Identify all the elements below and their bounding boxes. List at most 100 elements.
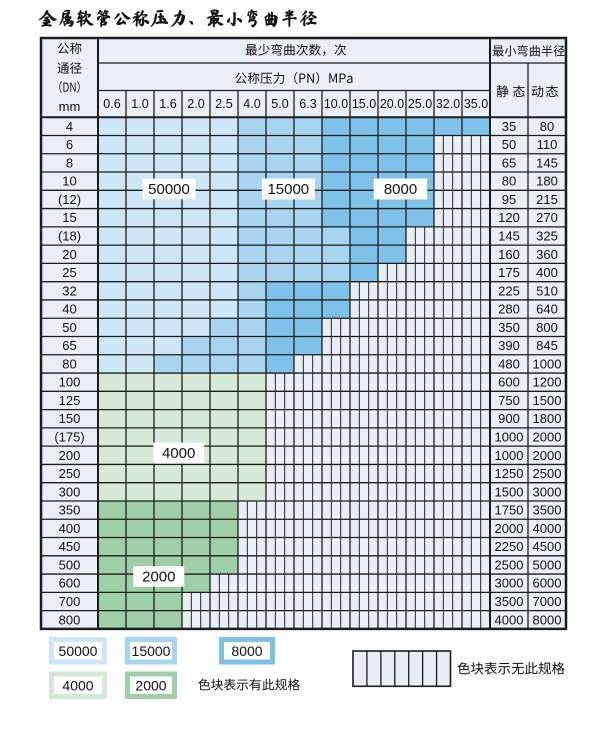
svg-text:35.0: 35.0: [464, 97, 488, 111]
svg-text:0.6: 0.6: [103, 97, 120, 111]
svg-text:(18): (18): [58, 228, 81, 243]
svg-text:2.0: 2.0: [187, 97, 204, 111]
svg-text:450: 450: [59, 539, 81, 554]
svg-text:25: 25: [62, 265, 76, 280]
svg-text:7000: 7000: [533, 594, 562, 609]
svg-text:200: 200: [59, 448, 81, 463]
svg-text:50000: 50000: [59, 643, 98, 659]
svg-text:15000: 15000: [267, 181, 309, 198]
svg-text:5.0: 5.0: [271, 97, 288, 111]
svg-text:4500: 4500: [533, 539, 562, 554]
svg-text:1250: 1250: [495, 466, 524, 481]
svg-text:mm: mm: [59, 99, 81, 114]
svg-text:32.0: 32.0: [436, 97, 460, 111]
svg-text:4000: 4000: [533, 521, 562, 536]
svg-text:20: 20: [62, 247, 76, 262]
svg-text:1000: 1000: [533, 356, 562, 371]
svg-text:2000: 2000: [533, 430, 562, 445]
svg-text:15000: 15000: [132, 643, 171, 659]
svg-text:510: 510: [536, 283, 558, 298]
svg-text:120: 120: [498, 210, 520, 225]
svg-text:4000: 4000: [62, 678, 93, 694]
svg-text:8000: 8000: [231, 643, 262, 659]
svg-text:110: 110: [537, 137, 558, 152]
svg-text:350: 350: [59, 503, 81, 518]
svg-text:100: 100: [59, 375, 81, 390]
svg-text:4: 4: [66, 119, 73, 134]
svg-text:1200: 1200: [533, 375, 562, 390]
svg-text:1500: 1500: [533, 393, 562, 408]
svg-text:4000: 4000: [495, 612, 524, 627]
svg-text:65: 65: [62, 338, 76, 353]
svg-text:600: 600: [498, 375, 520, 390]
svg-text:350: 350: [498, 320, 520, 335]
svg-text:4000: 4000: [162, 445, 195, 462]
svg-text:640: 640: [536, 302, 558, 317]
svg-text:1.0: 1.0: [131, 97, 148, 111]
svg-text:145: 145: [536, 155, 558, 170]
svg-text:750: 750: [498, 393, 520, 408]
svg-text:10: 10: [62, 174, 76, 189]
svg-text:50: 50: [502, 137, 516, 152]
svg-text:6.3: 6.3: [299, 97, 316, 111]
svg-text:8000: 8000: [533, 612, 562, 627]
svg-text:1800: 1800: [533, 411, 562, 426]
svg-text:65: 65: [502, 155, 516, 170]
svg-text:3500: 3500: [533, 503, 562, 518]
svg-text:1.6: 1.6: [159, 97, 176, 111]
svg-text:215: 215: [536, 192, 558, 207]
svg-text:4.0: 4.0: [243, 97, 260, 111]
svg-text:95: 95: [502, 192, 516, 207]
svg-text:390: 390: [498, 338, 520, 353]
svg-text:6: 6: [66, 137, 73, 152]
svg-text:125: 125: [59, 393, 81, 408]
svg-text:8000: 8000: [384, 181, 417, 198]
svg-text:80: 80: [502, 174, 516, 189]
svg-text:80: 80: [62, 356, 76, 371]
svg-text:360: 360: [536, 247, 558, 262]
svg-text:2250: 2250: [495, 539, 524, 554]
svg-text:160: 160: [498, 247, 520, 262]
svg-text:400: 400: [59, 521, 81, 536]
svg-text:700: 700: [59, 594, 81, 609]
svg-text:1500: 1500: [495, 484, 524, 499]
svg-text:80: 80: [540, 119, 554, 134]
svg-text:145: 145: [498, 228, 520, 243]
svg-text:2000: 2000: [142, 568, 175, 585]
svg-text:1000: 1000: [495, 430, 524, 445]
svg-text:2000: 2000: [495, 521, 524, 536]
svg-text:800: 800: [536, 320, 558, 335]
svg-text:175: 175: [498, 265, 520, 280]
svg-text:2000: 2000: [533, 448, 562, 463]
svg-text:35: 35: [502, 119, 516, 134]
svg-text:900: 900: [498, 411, 520, 426]
svg-text:800: 800: [59, 612, 81, 627]
svg-text:50: 50: [62, 320, 76, 335]
svg-text:280: 280: [498, 302, 520, 317]
svg-text:2500: 2500: [533, 466, 562, 481]
svg-text:20.0: 20.0: [380, 97, 404, 111]
svg-text:225: 225: [498, 283, 520, 298]
svg-text:40: 40: [62, 302, 76, 317]
svg-text:1000: 1000: [495, 448, 524, 463]
svg-text:50000: 50000: [148, 181, 190, 198]
svg-text:5000: 5000: [533, 557, 562, 572]
svg-text:2.5: 2.5: [215, 97, 232, 111]
svg-text:325: 325: [536, 228, 558, 243]
svg-text:400: 400: [536, 265, 558, 280]
svg-text:180: 180: [536, 174, 558, 189]
svg-text:3000: 3000: [533, 484, 562, 499]
svg-text:270: 270: [536, 210, 558, 225]
svg-text:500: 500: [59, 557, 81, 572]
svg-text:6000: 6000: [533, 576, 562, 591]
svg-text:2000: 2000: [135, 678, 166, 694]
svg-text:15.0: 15.0: [352, 97, 376, 111]
svg-text:3500: 3500: [495, 594, 524, 609]
svg-text:845: 845: [536, 338, 558, 353]
svg-text:600: 600: [59, 576, 81, 591]
svg-text:(12): (12): [58, 192, 81, 207]
svg-text:(175): (175): [54, 430, 84, 445]
svg-text:3000: 3000: [495, 576, 524, 591]
svg-text:10.0: 10.0: [324, 97, 348, 111]
svg-text:2500: 2500: [495, 557, 524, 572]
